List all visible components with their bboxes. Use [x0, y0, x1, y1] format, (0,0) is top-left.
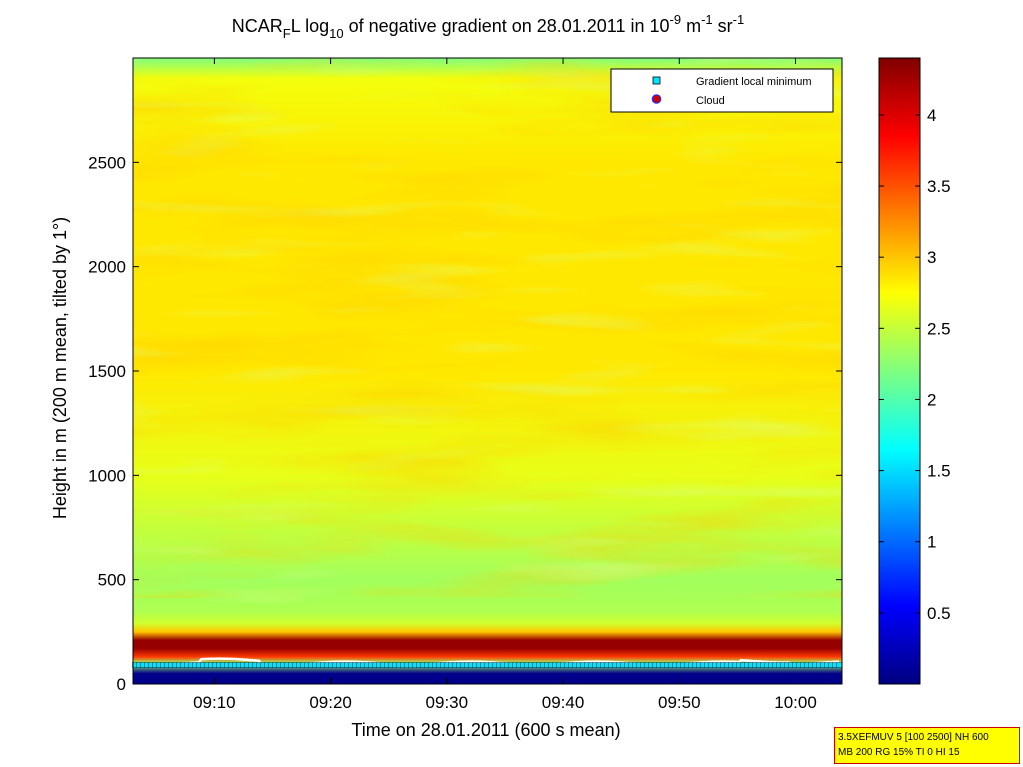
info-line-1: 3.5XEFMUV 5 [100 2500] NH 600 [838, 732, 989, 743]
legend-box [610, 68, 834, 113]
title-sup-b: -1 [701, 12, 713, 27]
y-tick-label: 2000 [88, 258, 126, 277]
title-sup-c: -1 [733, 12, 745, 27]
colorbar-gradient-bar [879, 58, 920, 684]
x-tick-label: 09:10 [193, 693, 236, 712]
x-tick-label: 09:20 [309, 693, 352, 712]
info-line-2: MB 200 RG 15% TI 0 HI 15 [838, 747, 960, 758]
legend: Gradient local minimum Cloud [610, 68, 834, 113]
colorbar-tick-label: 3.5 [927, 177, 951, 196]
colorbar: 0.5 1 1.5 2 2.5 3 3.5 4 [878, 57, 951, 685]
title-sup-a: -9 [670, 12, 682, 27]
info-box: 3.5XEFMUV 5 [100 2500] NH 600 MB 200 RG … [834, 727, 1020, 764]
colorbar-frame [878, 57, 921, 685]
y-tick-label: 2500 [88, 153, 126, 172]
y-tick-label: 1500 [88, 362, 126, 381]
colorbar-ticks: 0.5 1 1.5 2 2.5 3 3.5 4 [879, 106, 951, 623]
title-unit-sr: sr [713, 16, 733, 36]
legend-label-minimum: Gradient local minimum [696, 76, 812, 88]
y-axis-label: Height in m (200 m mean, tilted by 1°) [50, 217, 70, 519]
colorbar-tick-label: 4 [927, 106, 936, 125]
y-tick-label: 1000 [88, 466, 126, 485]
x-tick-label: 09:30 [426, 693, 469, 712]
x-tick-label: 10:00 [774, 693, 817, 712]
gradient-minimum-series [132, 657, 842, 668]
title-mid: L log [291, 16, 329, 36]
y-tick-label: 500 [98, 571, 126, 590]
heatmap-texture-green [133, 58, 842, 618]
y-axis: 0 500 1000 1500 2000 2500 [88, 153, 842, 694]
colorbar-tick-label: 0.5 [927, 604, 951, 623]
colorbar-tick-label: 3 [927, 248, 936, 267]
legend-marker-square-icon [652, 76, 661, 85]
gradient-minimum-marker [836, 662, 842, 668]
colorbar-tick-label: 1 [927, 533, 936, 552]
y-tick-label: 0 [117, 675, 126, 694]
colorbar-tick-label: 1.5 [927, 462, 951, 481]
colorbar-tick-label: 2 [927, 390, 936, 409]
x-tick-label: 09:50 [658, 693, 701, 712]
colorbar-tick-label: 2.5 [927, 319, 951, 338]
legend-marker-circle-icon [651, 94, 662, 104]
title-post: of negative gradient on 28.01.2011 in 10 [344, 16, 670, 36]
chart-title: NCARFL log10 of negative gradient on 28.… [232, 12, 744, 41]
x-axis-label: Time on 28.01.2011 (600 s mean) [351, 720, 620, 740]
legend-label-cloud: Cloud [696, 95, 725, 107]
gradient-minimum-trace [134, 657, 840, 668]
plot-area: 09:10 09:20 09:30 09:40 09:50 10:00 0 500 1000 1… [88, 57, 843, 712]
title-unit-m: m [681, 16, 701, 36]
title-pre: NCAR [232, 16, 283, 36]
title-sub-f: F [283, 26, 291, 41]
x-axis: 09:10 09:20 09:30 09:40 09:50 10:00 [193, 58, 817, 712]
x-tick-label: 09:40 [542, 693, 585, 712]
title-sub-10: 10 [329, 26, 343, 41]
